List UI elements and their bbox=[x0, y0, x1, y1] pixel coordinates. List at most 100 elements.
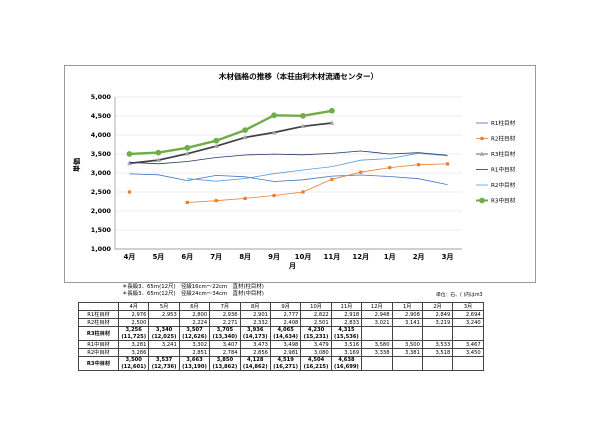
cell-value: 3,340 bbox=[155, 327, 173, 334]
y-tick-label: 1,500 bbox=[91, 226, 112, 234]
table-cell bbox=[361, 356, 393, 371]
x-tick-label: 6月 bbox=[181, 253, 193, 261]
table-cell: 2,777 bbox=[269, 310, 302, 319]
data-point bbox=[445, 162, 450, 166]
table-cell bbox=[452, 356, 484, 371]
table-cell: 4,504 (16,215) bbox=[300, 356, 332, 371]
table-cell: 2,408 bbox=[269, 318, 302, 327]
series-line-R1中目材 bbox=[129, 150, 448, 165]
legend-label: R1中目材 bbox=[491, 165, 516, 173]
series-line-R2中目材 bbox=[187, 152, 448, 182]
table-cell: 3,338 bbox=[361, 348, 393, 357]
y-tick-label: 4,500 bbox=[91, 112, 112, 120]
spec-note-1: ＊長級3．65m(12尺) 径級16cm～22cm 直材(柱目材) bbox=[122, 284, 264, 290]
x-tick-label: 2月 bbox=[413, 253, 425, 261]
cell-subvalue: (13,340) bbox=[212, 333, 238, 340]
table-cell: 3,516 bbox=[330, 340, 363, 349]
data-point bbox=[155, 157, 161, 162]
cell-value: 4,230 bbox=[307, 327, 325, 334]
x-tick-label: 5月 bbox=[152, 253, 164, 261]
x-tick-label: 10月 bbox=[295, 253, 312, 261]
cell-subvalue: (13,190) bbox=[182, 363, 207, 370]
table-cell: 3,500 (12,601) bbox=[117, 356, 150, 371]
cell-value: 4,504 bbox=[307, 357, 325, 364]
row-label: R2柱目材 bbox=[78, 318, 119, 327]
x-tick-label: 11月 bbox=[324, 253, 341, 261]
data-point bbox=[300, 123, 306, 129]
data-point bbox=[301, 190, 305, 194]
month-header: 10月 bbox=[300, 302, 332, 311]
month-header: 8月 bbox=[239, 302, 271, 311]
data-point bbox=[242, 134, 248, 140]
cell-value: 3,500 bbox=[125, 357, 142, 364]
data-point bbox=[214, 199, 218, 203]
table-cell: 3,141 bbox=[391, 318, 423, 327]
row-label: R3中目材 bbox=[78, 356, 119, 371]
y-axis-label: 単価 bbox=[72, 158, 81, 172]
spec-note-2: ＊長級3．65m(12尺) 径級24cm～34cm 直材(中目材) bbox=[122, 291, 264, 297]
table-cell: 2,851 bbox=[178, 348, 211, 357]
table-cell bbox=[361, 326, 393, 341]
chart-title: 木材価格の推移（本荘由利木材流通センター） bbox=[218, 71, 378, 81]
table-cell: 3,500 bbox=[391, 340, 423, 349]
x-tick-label: 3月 bbox=[442, 253, 454, 261]
month-header: 12月 bbox=[361, 302, 393, 311]
row-label: R2中目材 bbox=[78, 348, 119, 357]
table-cell: 3,302 bbox=[178, 340, 211, 349]
table-cell bbox=[391, 356, 423, 371]
table-cell: 2,224 bbox=[178, 318, 211, 327]
table-cell bbox=[421, 356, 454, 371]
data-point bbox=[126, 151, 133, 157]
y-tick-label: 3,000 bbox=[91, 169, 112, 177]
table-cell: 2,948 bbox=[361, 310, 393, 319]
month-header: 11月 bbox=[330, 302, 363, 311]
cell-subvalue: (16,215) bbox=[303, 363, 329, 370]
table-cell: 3,663 (13,190) bbox=[178, 356, 211, 371]
table-cell: 2,271 bbox=[209, 318, 241, 327]
legend-marker bbox=[480, 136, 484, 141]
cell-value: 3,537 bbox=[155, 357, 173, 364]
month-header: 3月 bbox=[452, 302, 484, 311]
legend-label: R3中目材 bbox=[491, 196, 516, 204]
table-cell: 2,908 bbox=[391, 310, 423, 319]
price-line-chart: 木材価格の推移（本荘由利木材流通センター） 5,000 4,500 4,000 3,50… bbox=[72, 71, 516, 270]
cell-value: 4,065 bbox=[277, 327, 294, 334]
table-cell: 2,953 bbox=[148, 310, 180, 319]
table-cell: 2,833 bbox=[330, 318, 363, 327]
data-point bbox=[127, 190, 132, 194]
table-cell: 2,849 bbox=[421, 310, 454, 319]
y-tick-label: 1,000 bbox=[91, 245, 112, 253]
table-corner-cell bbox=[78, 302, 119, 311]
cell-value: 3,507 bbox=[186, 327, 203, 334]
data-point bbox=[185, 200, 189, 205]
table-cell: 2,976 bbox=[117, 310, 150, 319]
legend-label: R1柱目材 bbox=[491, 119, 516, 127]
table-cell: 3,281 bbox=[117, 340, 150, 349]
data-point bbox=[328, 107, 335, 114]
x-tick-label: 12月 bbox=[352, 253, 369, 261]
cell-value: 4,128 bbox=[247, 357, 264, 364]
price-table: 4月 5月 6月 7月 8月 9月 10月 11月 12月 1月 2月 3月 R1柱目材 2,976 2,9… bbox=[78, 302, 484, 371]
table-cell: 4,519 (16,271) bbox=[269, 356, 302, 371]
y-tick-label: 2,000 bbox=[91, 207, 112, 215]
y-tick-label: 2,500 bbox=[91, 188, 112, 196]
cell-value: 3,936 bbox=[247, 327, 264, 334]
table-cell: 2,800 bbox=[178, 310, 211, 319]
x-tick-label: 4月 bbox=[124, 253, 136, 261]
table-cell: 3,450 bbox=[452, 348, 484, 357]
cell-subvalue: (15,536) bbox=[334, 333, 359, 340]
cell-subvalue: (14,862) bbox=[242, 363, 268, 370]
series-line-R2柱目材 bbox=[187, 163, 448, 203]
table-cell: 3,518 bbox=[421, 348, 454, 357]
table-cell: 4,128 (14,862) bbox=[239, 356, 271, 371]
table-cell: 2,856 bbox=[239, 348, 271, 357]
table-cell: 2,501 bbox=[300, 318, 332, 327]
data-point bbox=[127, 160, 132, 166]
table-cell: 3,021 bbox=[361, 318, 393, 327]
table-cell: 3,533 bbox=[421, 340, 454, 349]
legend-marker bbox=[479, 197, 485, 204]
unit-note: 単位：石、( )内はm3 bbox=[436, 293, 483, 298]
table-cell: 4,065 (14,634) bbox=[269, 326, 302, 341]
table-row: R3柱目材 3,256 (11,725) 3,340 (12,025) 3,507 (12,… bbox=[78, 326, 484, 341]
table-cell bbox=[148, 348, 180, 357]
